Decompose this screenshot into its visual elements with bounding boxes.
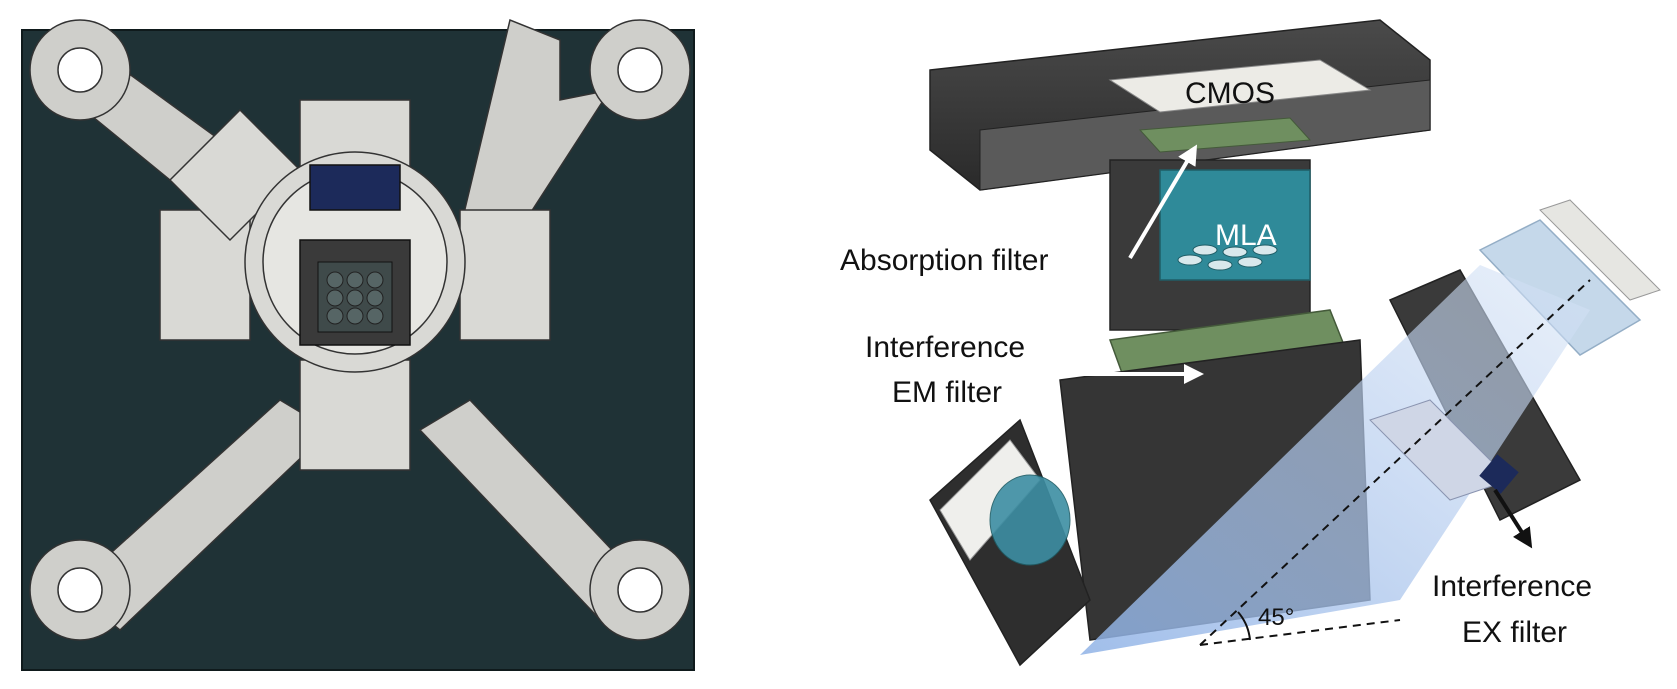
label-absorption-filter: Absorption filter (840, 244, 1048, 277)
excitation-beam (1080, 265, 1590, 655)
mount-top-left (29, 19, 131, 121)
top-view-panel (21, 18, 695, 671)
mounting-holes (29, 19, 691, 641)
label-interference-ex-1: Interference (1432, 570, 1592, 603)
label-mla: MLA (1215, 219, 1277, 252)
housing-bottom (299, 359, 411, 471)
label-interference-ex-2: EX filter (1462, 616, 1567, 649)
angle-baseline (1199, 619, 1401, 646)
ex-filter-edge (1479, 454, 1519, 494)
led-lens-left (989, 474, 1071, 566)
led-housings (159, 99, 551, 471)
mount-bottom-left (29, 539, 131, 641)
absorption-arrow (1128, 144, 1198, 260)
label-interference-em-1: Interference (865, 331, 1025, 364)
absorption-filter (1138, 117, 1312, 153)
ex-filter-arrow (1493, 488, 1533, 549)
optical-axis (1199, 279, 1591, 646)
label-interference-em-2: EM filter (892, 376, 1002, 409)
microlenses (326, 271, 384, 325)
label-angle: 45° (1258, 604, 1294, 631)
angle-arc (1237, 611, 1251, 641)
led-board-right (1539, 199, 1661, 301)
mount-top-right (589, 19, 691, 121)
mount-bottom-right (589, 539, 691, 641)
image-sensor (309, 164, 401, 211)
cutaway-panel: CMOS MLA Absorption filter Interference … (840, 19, 1661, 667)
mla-lenslets (1177, 244, 1278, 271)
housing-right (459, 209, 551, 341)
cmos-sensor (1108, 59, 1372, 113)
label-cmos: CMOS (1185, 77, 1275, 110)
